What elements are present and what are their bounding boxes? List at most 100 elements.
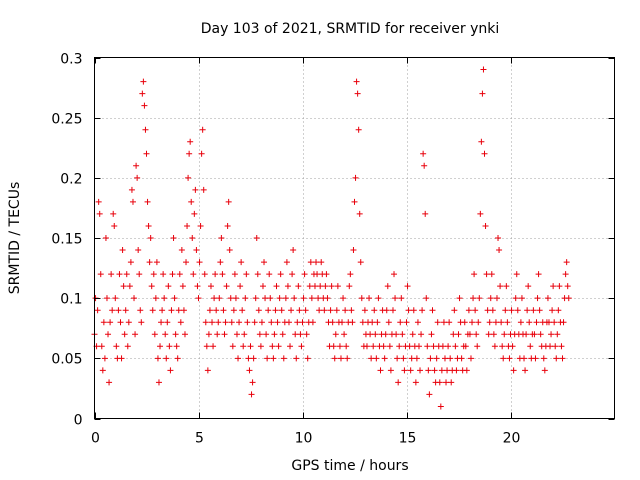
data-point-marker (176, 271, 183, 278)
data-point-marker (558, 343, 565, 350)
data-point-marker (198, 150, 205, 157)
data-point-marker (267, 295, 274, 302)
data-point-marker (375, 295, 382, 302)
data-point-marker (391, 271, 398, 278)
data-point-marker (533, 319, 540, 326)
data-point-marker (117, 319, 124, 326)
data-point-marker (105, 331, 112, 338)
data-point-marker (541, 367, 548, 374)
data-point-marker (353, 78, 360, 85)
data-point-marker (404, 283, 411, 290)
data-point-marker (271, 331, 278, 338)
data-point-marker (545, 319, 552, 326)
data-point-marker (277, 271, 284, 278)
data-point-marker (241, 331, 248, 338)
data-point-marker (257, 343, 264, 350)
data-point-marker (357, 259, 364, 266)
data-point-marker (264, 355, 271, 362)
data-point-marker (297, 331, 304, 338)
data-point-marker (108, 271, 115, 278)
data-point-marker (370, 343, 377, 350)
data-point-marker (478, 138, 485, 145)
data-point-marker (377, 367, 384, 374)
data-point-marker (252, 295, 259, 302)
data-point-marker (453, 367, 460, 374)
data-point-marker (513, 271, 520, 278)
data-point-marker (316, 307, 323, 314)
data-point-marker (497, 283, 504, 290)
data-point-marker (368, 355, 375, 362)
data-point-marker (306, 283, 313, 290)
data-point-marker (344, 355, 351, 362)
data-point-marker (293, 355, 300, 362)
data-point-marker (289, 271, 296, 278)
data-point-marker (274, 319, 281, 326)
data-point-marker (238, 259, 245, 266)
data-point-marker (371, 307, 378, 314)
data-point-marker (526, 319, 533, 326)
data-point-marker (110, 210, 117, 217)
data-point-marker (548, 331, 555, 338)
data-point-marker (292, 331, 299, 338)
data-point-marker (173, 343, 180, 350)
data-point-marker (280, 355, 287, 362)
data-point-marker (169, 271, 176, 278)
data-point-marker (354, 90, 361, 97)
data-point-marker (534, 295, 541, 302)
data-point-marker (508, 307, 515, 314)
data-point-marker (284, 283, 291, 290)
data-point-marker (213, 307, 220, 314)
data-point-marker (551, 319, 558, 326)
data-point-marker (123, 271, 130, 278)
data-point-marker (164, 319, 171, 326)
data-point-marker (133, 162, 140, 169)
data-point-marker (518, 295, 525, 302)
data-point-marker (392, 295, 399, 302)
data-point-marker (218, 235, 225, 241)
data-point-marker (414, 319, 421, 326)
data-point-marker (111, 222, 118, 229)
data-point-marker (223, 283, 230, 290)
data-point-marker (239, 307, 246, 314)
data-point-marker (441, 355, 448, 362)
data-point-marker (318, 259, 325, 266)
data-point-marker (473, 331, 480, 338)
data-point-marker (560, 319, 567, 326)
data-point-marker (137, 307, 144, 314)
data-point-marker (144, 198, 151, 205)
data-point-marker (470, 295, 477, 302)
data-point-marker (361, 307, 368, 314)
data-point-marker (554, 331, 561, 338)
data-point-marker (510, 367, 517, 374)
data-point-marker (544, 295, 551, 302)
data-point-marker (303, 331, 310, 338)
data-point-marker (389, 307, 396, 314)
x-axis-label: GPS time / hours (291, 458, 408, 474)
data-point-marker (172, 331, 179, 338)
data-point-marker (562, 271, 569, 278)
data-point-marker (152, 295, 159, 302)
data-point-marker (153, 259, 160, 266)
data-point-marker (419, 307, 426, 314)
data-point-marker (287, 343, 294, 350)
data-point-marker (210, 343, 217, 350)
data-point-marker (339, 319, 346, 326)
data-point-marker (401, 367, 408, 374)
data-point-marker (373, 355, 380, 362)
data-point-marker (366, 295, 373, 302)
data-point-marker (523, 331, 530, 338)
data-point-marker (451, 307, 458, 314)
y-axis-label: SRMTID / TECUs (7, 182, 23, 295)
data-point-marker (393, 331, 400, 338)
data-point-marker (261, 259, 268, 266)
data-point-marker (129, 198, 136, 205)
data-point-marker (330, 343, 337, 350)
data-point-marker (200, 186, 207, 193)
data-point-marker (233, 331, 240, 338)
data-point-marker (525, 283, 532, 290)
data-point-marker (301, 271, 308, 278)
data-point-marker (415, 343, 422, 350)
data-point-marker (202, 319, 209, 326)
data-point-marker (166, 343, 173, 350)
data-point-marker (145, 222, 152, 229)
